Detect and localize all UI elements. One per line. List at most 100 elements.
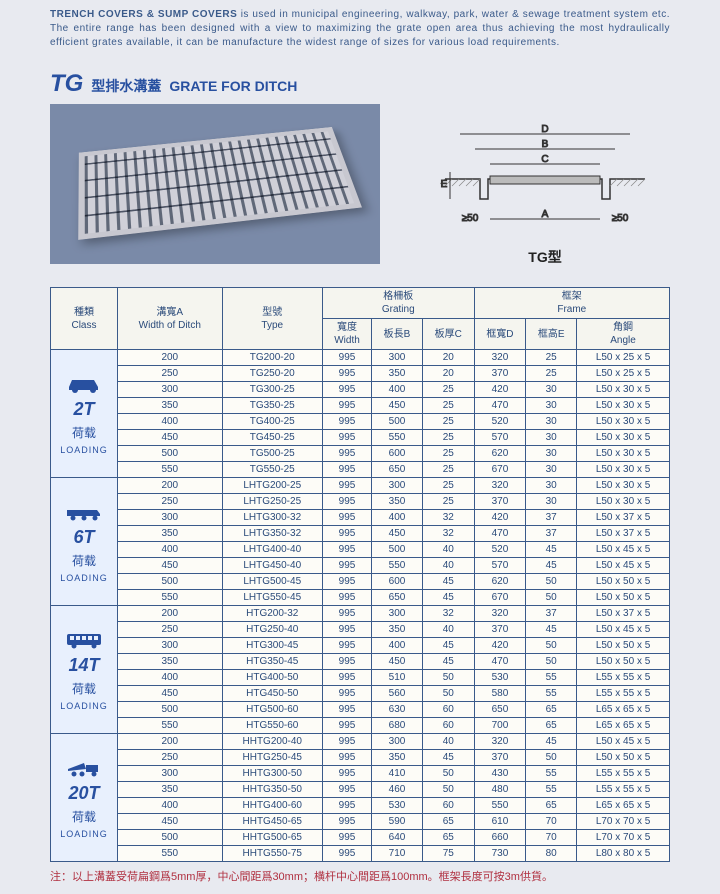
svg-text:≥50: ≥50 bbox=[462, 213, 479, 224]
class-en: LOADING bbox=[60, 701, 108, 711]
cell: 995 bbox=[322, 798, 371, 814]
cell: 45 bbox=[422, 654, 474, 670]
cell: 300 bbox=[118, 382, 223, 398]
cell: 320 bbox=[474, 606, 526, 622]
cell: 995 bbox=[322, 622, 371, 638]
section-title: TG 型排水溝蓋 GRATE FOR DITCH bbox=[50, 70, 670, 98]
cell: HTG350-45 bbox=[222, 654, 322, 670]
col-lenB: 板長B bbox=[372, 319, 423, 350]
cell: L80 x 80 x 5 bbox=[577, 846, 670, 862]
cell: 25 bbox=[526, 350, 577, 366]
table-row: 500HHTG500-659956406566070L70 x 70 x 5 bbox=[51, 830, 670, 846]
truck-icon bbox=[64, 501, 104, 523]
col-width: 寬度Width bbox=[322, 319, 371, 350]
cell: 995 bbox=[322, 686, 371, 702]
class-en: LOADING bbox=[60, 445, 108, 455]
cell: 300 bbox=[372, 350, 423, 366]
cell: LHTG500-45 bbox=[222, 574, 322, 590]
table-row: 450LHTG450-409955504057045L50 x 45 x 5 bbox=[51, 558, 670, 574]
cell: L50 x 30 x 5 bbox=[577, 414, 670, 430]
cell: 420 bbox=[474, 638, 526, 654]
cell: 550 bbox=[118, 718, 223, 734]
col-frame: 框架Frame bbox=[474, 288, 669, 319]
cell: TG500-25 bbox=[222, 446, 322, 462]
cell: 995 bbox=[322, 366, 371, 382]
cell: 995 bbox=[322, 382, 371, 398]
intro-text: TRENCH COVERS & SUMP COVERS is used in m… bbox=[50, 8, 670, 50]
cell: 50 bbox=[422, 686, 474, 702]
cell: 40 bbox=[422, 622, 474, 638]
cell: 995 bbox=[322, 558, 371, 574]
table-row: 400HHTG400-609955306055065L65 x 65 x 5 bbox=[51, 798, 670, 814]
cell: L65 x 65 x 5 bbox=[577, 702, 670, 718]
table-row: 300HTG300-459954004542050L50 x 50 x 5 bbox=[51, 638, 670, 654]
cell: 710 bbox=[372, 846, 423, 862]
cell: 30 bbox=[526, 382, 577, 398]
cell: 25 bbox=[422, 446, 474, 462]
cell: L50 x 50 x 5 bbox=[577, 590, 670, 606]
cell: 995 bbox=[322, 734, 371, 750]
cell: L50 x 45 x 5 bbox=[577, 558, 670, 574]
cell: 995 bbox=[322, 526, 371, 542]
cell: 650 bbox=[372, 462, 423, 478]
cell: 590 bbox=[372, 814, 423, 830]
cell: L50 x 30 x 5 bbox=[577, 478, 670, 494]
table-row: 350TG350-259954502547030L50 x 30 x 5 bbox=[51, 398, 670, 414]
cell: HHTG450-65 bbox=[222, 814, 322, 830]
cell: 25 bbox=[422, 382, 474, 398]
cell: 320 bbox=[474, 734, 526, 750]
col-angle: 角鋼Angle bbox=[577, 319, 670, 350]
col-grating: 格柵板Grating bbox=[322, 288, 474, 319]
class-cell-2T: 2T 荷载 LOADING bbox=[51, 350, 118, 478]
cell: 500 bbox=[118, 446, 223, 462]
cell: 65 bbox=[526, 798, 577, 814]
cell: 30 bbox=[526, 462, 577, 478]
cell: 730 bbox=[474, 846, 526, 862]
cell: 610 bbox=[474, 814, 526, 830]
cell: 450 bbox=[118, 686, 223, 702]
cell: 300 bbox=[372, 478, 423, 494]
cross-section-diagram: D B C A ≥50 ≥50 bbox=[440, 124, 650, 267]
cell: HHTG200-40 bbox=[222, 734, 322, 750]
cell: TG350-25 bbox=[222, 398, 322, 414]
cell: 25 bbox=[422, 414, 474, 430]
cell: 680 bbox=[372, 718, 423, 734]
table-row: 450HHTG450-659955906561070L70 x 70 x 5 bbox=[51, 814, 670, 830]
class-tonnage: 6T bbox=[73, 527, 94, 548]
cell: 450 bbox=[372, 526, 423, 542]
cell: 995 bbox=[322, 766, 371, 782]
cell: TG300-25 bbox=[222, 382, 322, 398]
cell: L50 x 30 x 5 bbox=[577, 462, 670, 478]
cell: 550 bbox=[118, 462, 223, 478]
cell: 65 bbox=[422, 814, 474, 830]
cell: 25 bbox=[422, 462, 474, 478]
cell: 60 bbox=[422, 718, 474, 734]
cell: 550 bbox=[118, 846, 223, 862]
cell: 45 bbox=[526, 622, 577, 638]
cell: 80 bbox=[526, 846, 577, 862]
cell: 620 bbox=[474, 446, 526, 462]
cell: 40 bbox=[422, 558, 474, 574]
cell: 50 bbox=[526, 590, 577, 606]
cell: 995 bbox=[322, 414, 371, 430]
cell: L50 x 45 x 5 bbox=[577, 734, 670, 750]
cell: 700 bbox=[474, 718, 526, 734]
table-row: 14T 荷载 LOADING 200HTG200-329953003232037… bbox=[51, 606, 670, 622]
table-row: 400TG400-259955002552030L50 x 30 x 5 bbox=[51, 414, 670, 430]
cell: 470 bbox=[474, 398, 526, 414]
cell: 500 bbox=[118, 574, 223, 590]
table-row: 350LHTG350-329954503247037L50 x 37 x 5 bbox=[51, 526, 670, 542]
cell: 45 bbox=[526, 542, 577, 558]
cell: 300 bbox=[372, 606, 423, 622]
cell: 550 bbox=[118, 590, 223, 606]
cell: 50 bbox=[526, 654, 577, 670]
cell: 460 bbox=[372, 782, 423, 798]
cell: 20 bbox=[422, 366, 474, 382]
table-row: 550HTG550-609956806070065L65 x 65 x 5 bbox=[51, 718, 670, 734]
cell: L50 x 37 x 5 bbox=[577, 510, 670, 526]
table-row: 300LHTG300-329954003242037L50 x 37 x 5 bbox=[51, 510, 670, 526]
cell: 500 bbox=[118, 702, 223, 718]
svg-text:D: D bbox=[541, 124, 548, 135]
col-thkC: 板厚C bbox=[422, 319, 474, 350]
table-row: 350HHTG350-509954605048055L55 x 55 x 5 bbox=[51, 782, 670, 798]
